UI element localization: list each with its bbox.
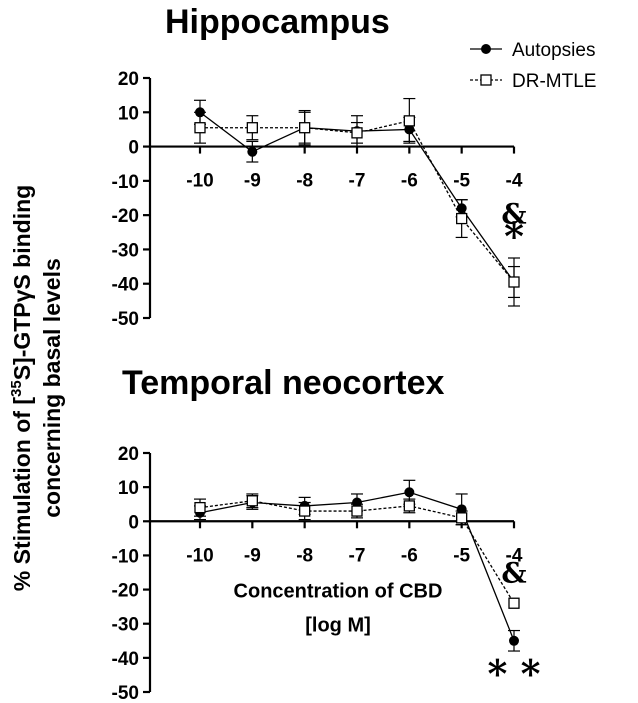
y-tick-label: -40: [112, 649, 139, 670]
data-point-dr-mtle: [246, 122, 258, 134]
data-point-dr-mtle: [403, 115, 415, 127]
data-point-dr-mtle: [299, 122, 311, 134]
x-tick-label: -9: [244, 545, 261, 566]
significance-annotation: * *: [488, 651, 541, 696]
data-point-dr-mtle: [351, 505, 363, 517]
data-point-dr-mtle: [508, 597, 520, 609]
y-axis-label-superscript: 35: [8, 380, 25, 397]
x-tick-label: -6: [401, 545, 418, 566]
data-point-dr-mtle: [456, 212, 468, 225]
y-tick-label: 0: [128, 138, 139, 159]
x-tick-label: -9: [244, 171, 261, 192]
y-axis-label-line2: concerning basal levels: [39, 258, 65, 518]
panel-hippocampus: Hippocampus 20 10 0 -10 -20 -30 -40 -50 -10 -9 -8 -7…: [112, 3, 527, 330]
y-tick-label: -20: [112, 206, 139, 227]
data-point-autopsies: [456, 504, 467, 515]
y-tick-label: 20: [118, 444, 139, 465]
significance-annotation: *: [504, 213, 524, 258]
panel-title: Temporal neocortex: [122, 364, 445, 402]
x-tick-label: -5: [453, 545, 470, 566]
y-tick-label: -50: [112, 683, 139, 703]
y-tick-label: -40: [112, 275, 139, 296]
data-point-autopsies: [247, 146, 258, 157]
data-point-autopsies: [509, 635, 519, 646]
x-tick-label: -7: [349, 545, 366, 566]
panel-temporal-neocortex: Temporal neocortex 20 10 0 -10 -20 -30 -40 -50 -1…: [112, 364, 541, 703]
y-tick-label: -10: [112, 546, 139, 567]
y-tick-label: -50: [112, 309, 139, 330]
data-point-dr-mtle: [403, 500, 415, 512]
y-tick-label: 10: [118, 478, 139, 499]
x-tick-label: -4: [506, 171, 523, 192]
y-tick-label: -20: [112, 581, 139, 602]
y-tick-label: 10: [118, 103, 139, 124]
significance-annotation: &: [501, 198, 526, 231]
data-point-autopsies: [352, 497, 362, 508]
y-axis-label-part1: % Stimulation of [: [9, 397, 35, 592]
significance-annotation: &: [501, 557, 526, 590]
x-tick-label: -8: [296, 545, 313, 566]
data-point-dr-mtle: [194, 501, 206, 514]
y-tick-label: -30: [112, 240, 139, 261]
y-axis-label: % Stimulation of [35S]-GTPγS binding: [8, 185, 35, 591]
legend-marker-dr-mtle: [480, 74, 492, 86]
y-tick-label: -30: [112, 615, 139, 636]
data-point-dr-mtle: [456, 512, 468, 524]
data-point-autopsies: [404, 487, 415, 498]
x-axis-title-line2: [log M]: [305, 614, 371, 636]
x-tick-label: -10: [186, 171, 213, 192]
data-point-dr-mtle: [508, 276, 520, 288]
legend-item-dr-mtle: DR-MTLE: [470, 71, 596, 92]
panel-title: Hippocampus: [165, 3, 390, 41]
x-axis-title: Concentration of CBD: [234, 580, 443, 602]
x-tick-label: -7: [349, 171, 366, 192]
x-tick-label: -10: [186, 545, 213, 566]
x-tick-label: -4: [506, 545, 523, 566]
data-point-dr-mtle: [246, 495, 258, 507]
y-tick-label: -10: [112, 172, 139, 193]
y-tick-label: 0: [128, 512, 139, 533]
data-point-dr-mtle: [299, 505, 311, 517]
legend-label-dr-mtle: DR-MTLE: [512, 71, 596, 92]
legend-item-autopsies: Autopsies: [470, 40, 595, 61]
legend-label-autopsies: Autopsies: [512, 40, 595, 61]
x-tick-label: -8: [296, 171, 313, 192]
data-point-dr-mtle: [351, 127, 363, 139]
y-axis-label-part2: S]-GTPγS binding: [9, 185, 35, 381]
data-point-dr-mtle: [194, 122, 206, 134]
x-tick-label: -6: [401, 171, 418, 192]
legend-marker-autopsies: [481, 44, 491, 54]
x-tick-label: -5: [453, 171, 470, 192]
y-tick-label: 20: [118, 69, 139, 90]
legend: Autopsies DR-MTLE: [470, 40, 596, 92]
